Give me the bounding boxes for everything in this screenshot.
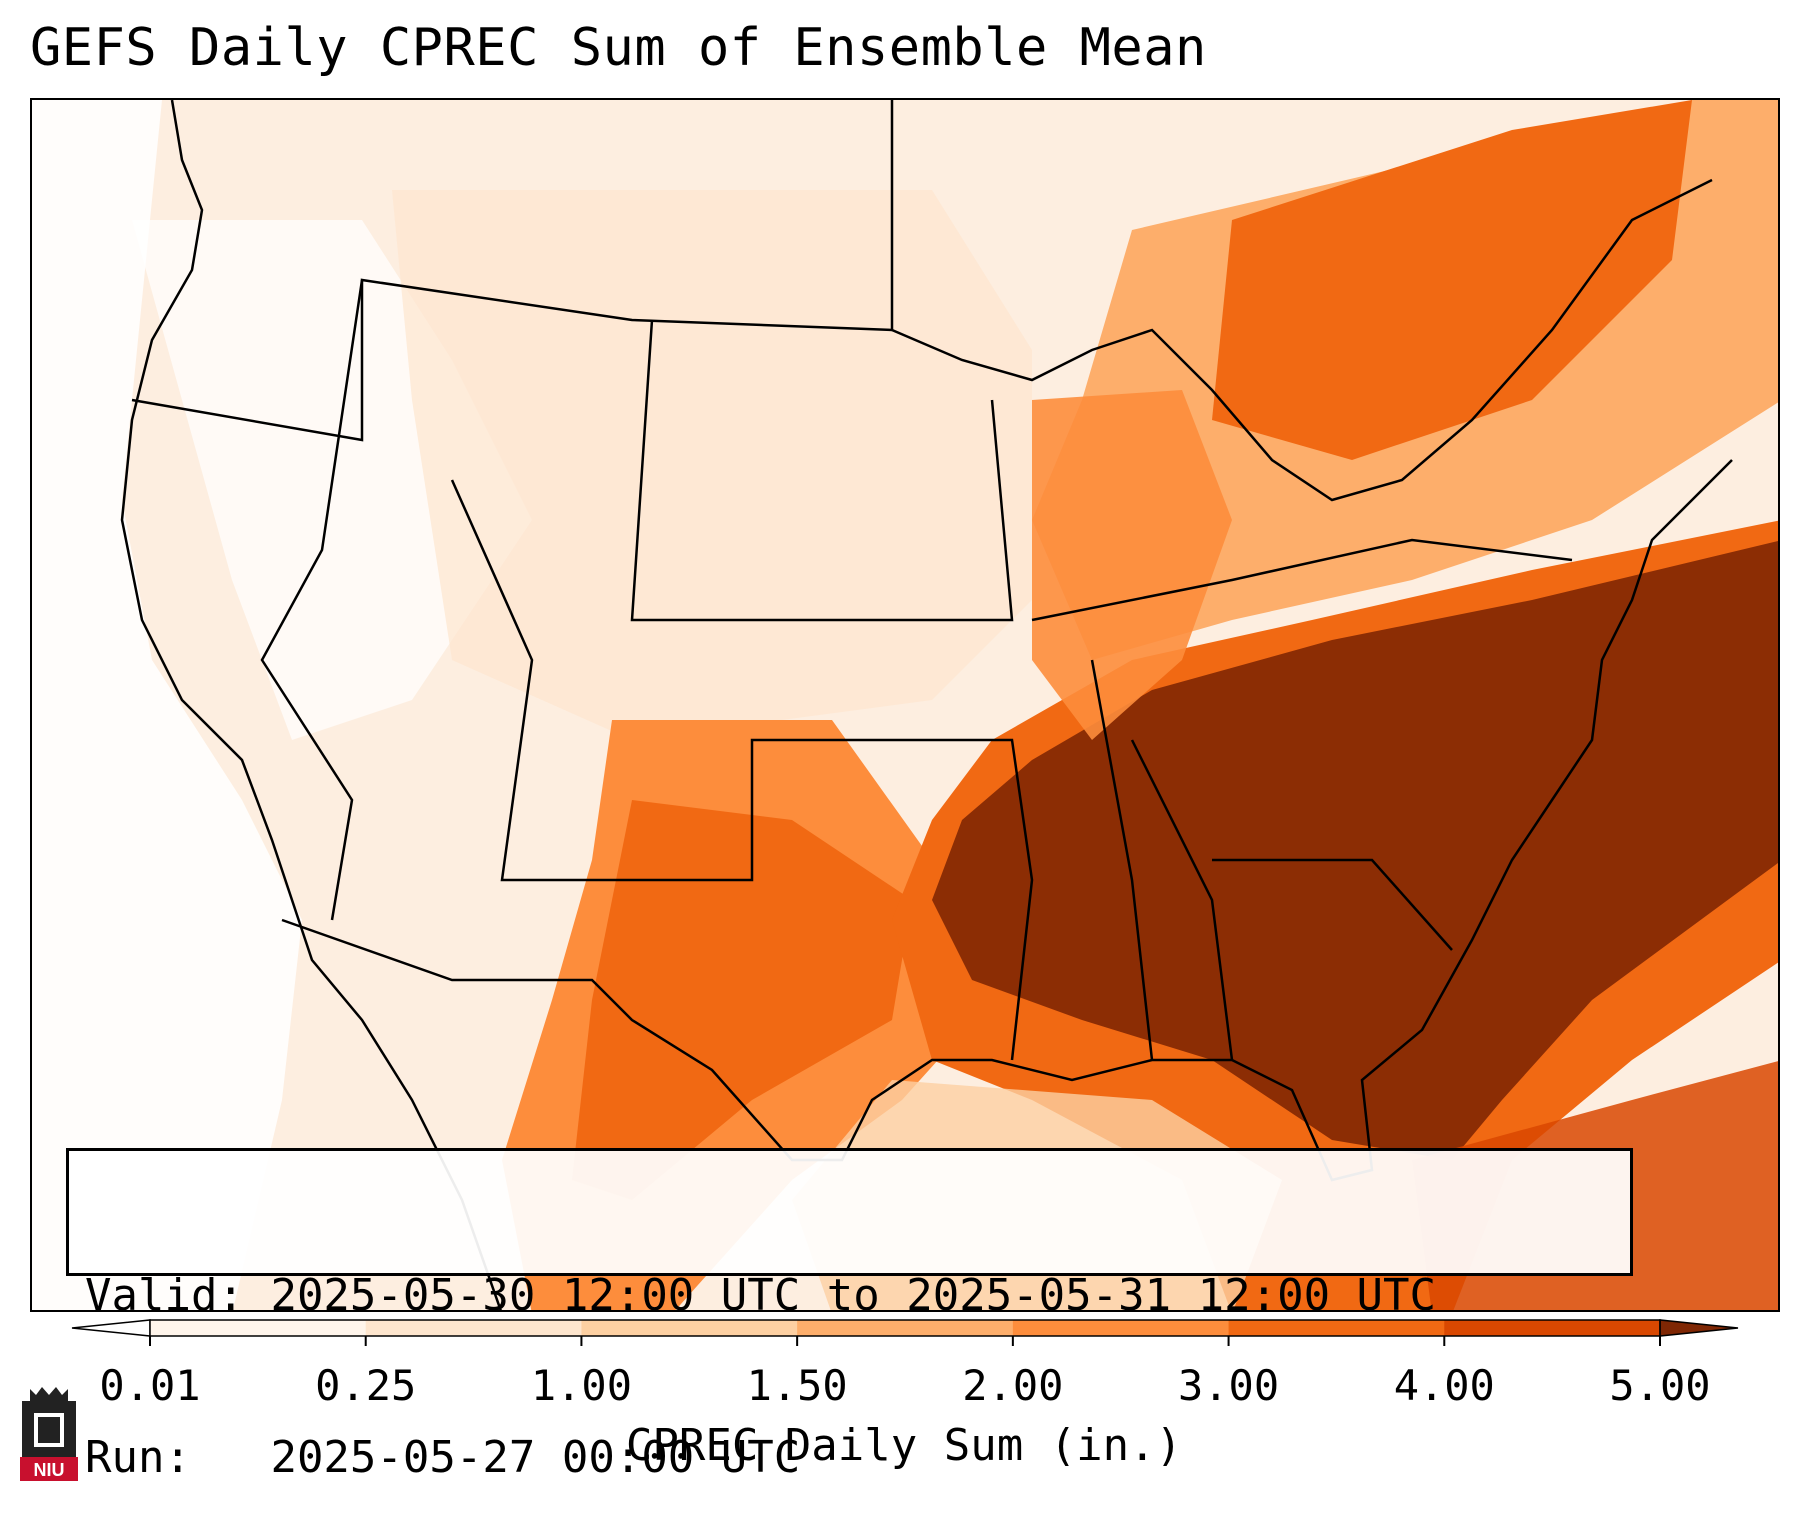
- colorbar-segment: [1228, 1320, 1445, 1336]
- colorbar-outline: [149, 1319, 1661, 1337]
- map-canvas: [32, 100, 1778, 1310]
- colorbar-tick-label: 0.25: [315, 1361, 417, 1410]
- logo-window-inner: [38, 1417, 60, 1443]
- ohio-valley-lines: [1031, 538, 1573, 622]
- valid-label: Valid:: [85, 1270, 244, 1321]
- georgia-carolina-lines: [1212, 858, 1453, 951]
- dry-region-pacific: [32, 100, 302, 1310]
- southeast-state-lines: [1130, 739, 1234, 1061]
- interior-state-lines: [450, 479, 1034, 1061]
- light-precip-plains: [392, 190, 1032, 740]
- colorbar-tick-label: 5.00: [1609, 1361, 1711, 1410]
- colorbar-segment: [365, 1320, 582, 1336]
- extreme-precip-southeast-core: [932, 540, 1778, 1160]
- colorbar-segment: [581, 1320, 798, 1336]
- colorbar-over-extension: [1659, 1319, 1739, 1337]
- southern-and-atlantic-coastline: [281, 459, 1733, 1182]
- colorbar-tick-label: 0.01: [99, 1361, 201, 1410]
- colorbar-tick-label: 1.00: [530, 1361, 632, 1410]
- colorbar-tick-label: 2.00: [962, 1361, 1064, 1410]
- colorbar-under-extension: [71, 1319, 151, 1337]
- heavy-precip-canada-band: [1212, 100, 1692, 460]
- valid-row: Valid: 2025-05-30 12:00 UTC to 2025-05-3…: [85, 1269, 1614, 1323]
- colorbar-label: CPREC Daily Sum (in.): [625, 1420, 1183, 1471]
- valid-value: 2025-05-30 12:00 UTC to 2025-05-31 12:00…: [270, 1270, 1437, 1321]
- mississippi-alabama-line: [1090, 659, 1154, 1061]
- great-lakes-border: [891, 178, 1713, 502]
- pacific-coastline: [120, 100, 502, 1310]
- political-boundaries: [120, 100, 1733, 1310]
- colorbar-ticks: [149, 1336, 1661, 1346]
- run-row: Run: 2025-05-27 00:00 UTC: [85, 1431, 1614, 1485]
- logo-banner: [20, 1457, 78, 1481]
- logo-spires: [30, 1387, 68, 1401]
- niu-logo: NIU: [20, 1387, 78, 1481]
- colorbar-segment: [797, 1320, 1014, 1336]
- moderate-precip-midwest: [1032, 390, 1232, 740]
- logo-text: NIU: [34, 1460, 65, 1480]
- run-value: 2025-05-27 00:00 UTC: [270, 1432, 801, 1483]
- northern-border: [131, 100, 894, 442]
- colorbar-tick-label: 1.50: [746, 1361, 848, 1410]
- validity-info-box: Valid: 2025-05-30 12:00 UTC to 2025-05-3…: [66, 1148, 1633, 1483]
- colorbar-tick-label: 4.00: [1393, 1361, 1495, 1410]
- colorbar-tick-label: 3.00: [1177, 1361, 1280, 1410]
- colorbar: [71, 1319, 1739, 1346]
- colorbar-segment: [150, 1320, 367, 1336]
- colorbar-segments: [71, 1319, 1739, 1337]
- colorbar-segment: [1012, 1320, 1230, 1336]
- plains-state-lines: [630, 319, 1014, 622]
- heavy-precip-texas: [572, 800, 912, 1200]
- precipitation-map: [30, 98, 1780, 1312]
- colorbar-segment: [1444, 1320, 1661, 1336]
- page-title: GEFS Daily CPREC Sum of Ensemble Mean: [30, 18, 1207, 78]
- western-state-lines: [260, 279, 364, 921]
- run-label: Run:: [85, 1432, 191, 1483]
